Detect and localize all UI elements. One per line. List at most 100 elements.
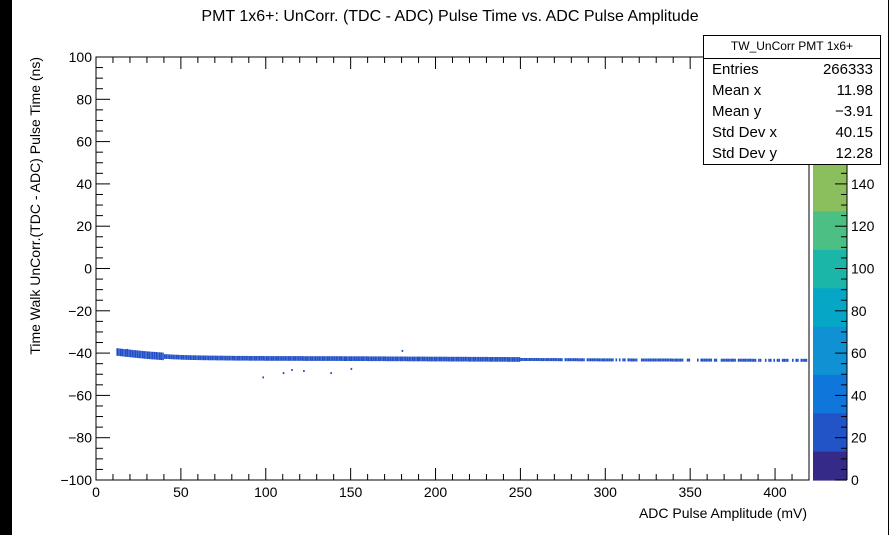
band-cell — [595, 358, 597, 362]
band-cell — [630, 358, 633, 362]
band-cell — [741, 358, 743, 362]
band-cell — [783, 358, 786, 362]
band-cell — [255, 356, 258, 361]
band-cell — [281, 356, 283, 361]
band-cell — [275, 356, 278, 361]
z-tick-label: 100 — [851, 261, 875, 277]
band-cell — [607, 358, 609, 362]
band-cell — [294, 356, 297, 361]
band-cell — [389, 356, 392, 362]
band-cell — [674, 358, 677, 362]
y-tick-label: 20 — [76, 218, 92, 234]
stats-row-std-y: Std Dev y 12.28 — [704, 143, 880, 164]
band-cell — [364, 356, 366, 361]
band-cell — [785, 358, 787, 362]
band-cell — [654, 358, 657, 362]
band-cell — [403, 356, 405, 362]
band-cell — [160, 352, 163, 360]
band-cell — [727, 358, 730, 362]
band-cell — [527, 358, 529, 361]
z-tick-label: 0 — [851, 472, 859, 488]
band-cell — [758, 358, 760, 362]
band-cell — [652, 358, 655, 362]
band-cell — [265, 356, 268, 361]
band-cell — [501, 357, 504, 362]
band-cell — [688, 358, 691, 362]
band-cell — [228, 355, 230, 361]
band-cell — [540, 358, 543, 362]
band-cell — [148, 351, 151, 360]
band-cell — [471, 356, 473, 362]
band-cell — [135, 350, 137, 358]
band-cell — [196, 355, 198, 361]
band-cell — [710, 358, 713, 362]
stats-row-mean-y: Mean y −3.91 — [704, 101, 880, 122]
band-cell — [566, 358, 568, 362]
outlier-point — [401, 349, 404, 352]
band-cell — [204, 355, 207, 361]
band-cell — [405, 356, 407, 362]
band-cell — [476, 356, 478, 362]
band-cell — [557, 358, 560, 362]
band-cell — [795, 358, 797, 362]
band-cell — [416, 356, 419, 362]
band-cell — [230, 355, 232, 361]
band-cell — [172, 354, 174, 360]
band-cell — [467, 356, 470, 362]
stats-label-entries: Entries — [712, 61, 759, 78]
band-cell — [493, 357, 495, 362]
stats-label-std-dev-x: Std Dev x — [712, 124, 778, 141]
band-cell — [461, 356, 463, 362]
band-cell — [447, 356, 449, 362]
band-cell — [197, 355, 200, 361]
band-cell — [425, 356, 427, 362]
color-scale-cell — [813, 441, 847, 452]
band-cell — [523, 358, 526, 361]
band-cell — [225, 355, 227, 361]
plot-area — [96, 57, 809, 480]
band-cell — [551, 358, 553, 362]
color-scale-cell — [813, 335, 847, 346]
band-cell — [259, 356, 261, 361]
band-cell — [124, 349, 127, 357]
band-cell — [140, 350, 142, 359]
band-cell — [279, 356, 281, 361]
band-cell — [150, 351, 152, 360]
color-scale-cell — [813, 316, 847, 327]
band-cell — [713, 358, 716, 362]
color-scale-cell — [813, 172, 847, 183]
band-cell — [348, 356, 351, 361]
band-cell — [634, 358, 636, 362]
band-cell — [155, 352, 157, 360]
band-cell — [797, 358, 799, 362]
band-cell — [242, 355, 244, 361]
band-cell — [539, 358, 541, 362]
band-cell — [191, 355, 193, 360]
band-cell — [535, 358, 538, 361]
band-cell — [277, 356, 280, 361]
outlier-point — [350, 367, 353, 370]
band-cell — [454, 356, 456, 362]
band-cell — [413, 356, 416, 362]
band-cell — [309, 356, 312, 361]
band-cell — [462, 356, 465, 362]
band-cell — [530, 358, 533, 361]
band-cell — [759, 358, 762, 362]
band-cell — [644, 358, 646, 362]
band-cell — [749, 358, 752, 362]
band-cell — [323, 356, 326, 361]
band-cell — [208, 355, 210, 361]
plot-canvas: PMT 1x6+: UnCorr. (TDC - ADC) Pulse Time… — [12, 0, 888, 535]
color-scale-cell — [813, 162, 847, 173]
y-tick-label: −80 — [68, 430, 92, 446]
band-cell — [311, 356, 314, 361]
band-cell — [270, 356, 273, 361]
z-tick-label: 60 — [851, 345, 867, 361]
band-cell — [301, 356, 303, 361]
color-scale-cell — [813, 470, 847, 481]
band-cell — [678, 358, 680, 362]
band-cell — [663, 358, 665, 362]
band-cell — [421, 356, 424, 362]
band-cell — [282, 356, 285, 361]
band-cell — [586, 358, 589, 362]
